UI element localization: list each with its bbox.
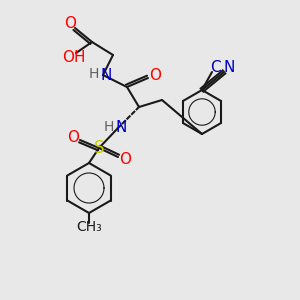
Text: S: S [94, 139, 104, 157]
Text: N: N [115, 121, 127, 136]
Text: O: O [149, 68, 161, 83]
Text: H: H [103, 120, 114, 134]
Text: N: N [100, 68, 112, 82]
Text: O: O [64, 16, 76, 32]
Text: H: H [88, 67, 99, 81]
Text: CH₃: CH₃ [76, 220, 102, 234]
Text: N: N [223, 61, 235, 76]
Text: OH: OH [62, 50, 86, 65]
Text: O: O [67, 130, 79, 145]
Text: O: O [119, 152, 131, 166]
Text: C: C [210, 61, 220, 76]
